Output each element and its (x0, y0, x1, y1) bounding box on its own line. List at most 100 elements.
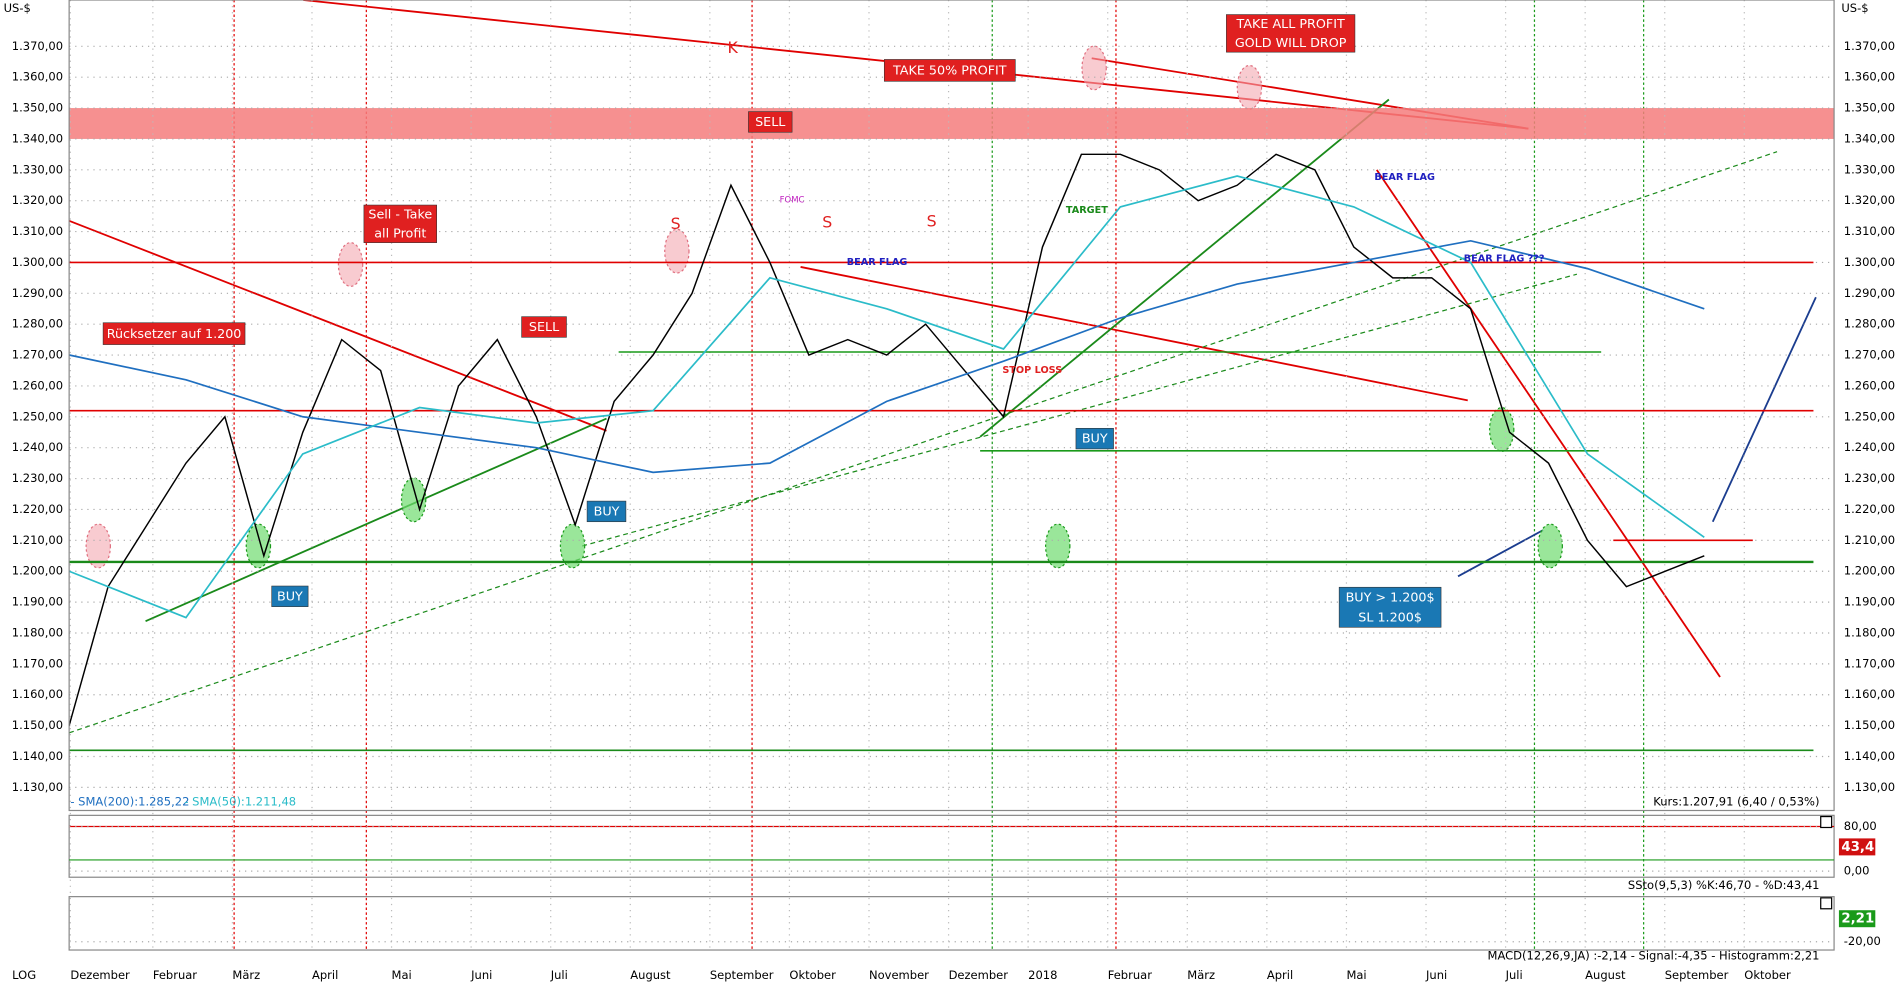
y-tick-label: 1.360,00 (1844, 70, 1895, 84)
annotation-box (521, 316, 567, 338)
highlight (664, 228, 690, 274)
y-tick-label: 1.230,00 (1844, 471, 1895, 485)
y-tick-label-left: 1.370,00 (12, 39, 63, 53)
y-tick-label: 1.210,00 (1844, 533, 1895, 547)
y-tick-label: 1.260,00 (1844, 378, 1895, 392)
annotation-text: BEAR FLAG ??? (1464, 253, 1545, 264)
x-tick-label: Juli (550, 968, 568, 982)
annotation-text: BUY > 1.200$ (1346, 590, 1435, 605)
y-tick-label: 1.340,00 (1844, 131, 1895, 145)
arrow (1457, 529, 1544, 578)
scale-label: LOG (12, 968, 36, 982)
x-tick-label: Februar (1108, 968, 1152, 982)
x-tick-label: Mai (392, 968, 412, 982)
x-tick-label: Dezember (70, 968, 130, 982)
stochastic-frame (68, 814, 1835, 878)
x-tick-label: Mai (1346, 968, 1366, 982)
annotation-text: TAKE 50% PROFIT (892, 63, 1007, 78)
main-frame (68, 0, 1835, 812)
x-tick-label: April (312, 968, 338, 982)
y-tick-label-left: 1.310,00 (12, 224, 63, 238)
stochastic-label: SSto(9,5,3) %K:46,70 - %D:43,41 (1628, 878, 1820, 892)
annotation-text: BUY (277, 589, 303, 604)
x-tick-label: Oktober (789, 968, 836, 982)
close-button[interactable] (1820, 815, 1833, 829)
highlight (1537, 523, 1563, 569)
y-tick-label-left: 1.140,00 (12, 749, 63, 763)
annotation-box (102, 322, 246, 345)
annotation-text: S (671, 214, 681, 233)
y-tick-label-left: 1.260,00 (12, 378, 63, 392)
trend-line (68, 219, 607, 432)
trend-line (68, 151, 1778, 734)
annotation-text: Rücksetzer auf 1.200 (107, 327, 242, 342)
y-tick-label: 1.270,00 (1844, 348, 1895, 362)
y-tick-label: 1.330,00 (1844, 162, 1895, 176)
y-tick-label-left: 1.180,00 (12, 625, 63, 639)
annotation-text: SELL (755, 115, 786, 130)
y-tick-label: 1.280,00 (1844, 317, 1895, 331)
annotation-box (1226, 14, 1356, 53)
y-tick-label-left: 1.150,00 (12, 718, 63, 732)
highlight (85, 523, 111, 569)
y-tick-label: 1.180,00 (1844, 625, 1895, 639)
x-tick-label: März (1187, 968, 1215, 982)
y-tick-label: 1.320,00 (1844, 193, 1895, 207)
unit-label: US-$ (4, 1, 31, 15)
y-tick-label-left: 1.190,00 (12, 595, 63, 609)
annotation-text: STOP LOSS (1002, 365, 1062, 376)
highlight (1081, 45, 1107, 91)
y-tick-label: -20,00 (1844, 934, 1881, 948)
y-tick-label-left: 1.290,00 (12, 286, 63, 300)
x-tick-label: November (869, 968, 929, 982)
trend-line (582, 273, 1578, 547)
y-tick-label-left: 1.200,00 (12, 564, 63, 578)
y-tick-label: 1.200,00 (1844, 564, 1895, 578)
annotation-text: BUY (594, 505, 620, 520)
annotation-text: Sell - Take (368, 208, 432, 223)
annotation-box (1338, 586, 1442, 628)
y-tick-label: 1.170,00 (1844, 656, 1895, 670)
annotation-text: TAKE ALL PROFIT (1236, 17, 1345, 32)
annotation-text: TARGET (1066, 205, 1108, 216)
y-tick-label-left: 1.320,00 (12, 193, 63, 207)
y-tick-label: 1.220,00 (1844, 502, 1895, 516)
y-tick-label-left: 1.280,00 (12, 317, 63, 331)
annotation-box (883, 59, 1016, 82)
close-button[interactable] (1820, 897, 1833, 910)
x-tick-label: September (1665, 968, 1729, 982)
price-line (68, 153, 1705, 726)
unit-label: US-$ (1841, 1, 1868, 15)
y-tick-label-left: 1.360,00 (12, 70, 63, 84)
x-tick-label: Juni (1425, 968, 1447, 982)
trend-line (979, 98, 1390, 438)
y-tick-label: 1.140,00 (1844, 749, 1895, 763)
y-tick-label-left: 1.160,00 (12, 687, 63, 701)
annotation-text: SELL (529, 320, 560, 335)
forecast-arrow (1711, 296, 1817, 523)
x-tick-label: Dezember (949, 968, 1009, 982)
x-tick-label: Februar (153, 968, 197, 982)
y-tick-label: 1.250,00 (1844, 409, 1895, 423)
price-label: Kurs:1.207,91 (6,40 / 0,53%) (1653, 795, 1819, 809)
y-tick-label: 1.310,00 (1844, 224, 1895, 238)
x-tick-label: April (1267, 968, 1293, 982)
x-tick-label: Juni (470, 968, 492, 982)
last-value-badge (1838, 910, 1876, 928)
y-tick-label-left: 1.170,00 (12, 656, 63, 670)
trend-line (800, 266, 1468, 402)
y-tick-label: 1.160,00 (1844, 687, 1895, 701)
annotation-text: GOLD WILL DROP (1235, 36, 1347, 51)
annotation-box (748, 111, 793, 133)
y-tick-label-left: 1.230,00 (12, 471, 63, 485)
highlight (245, 523, 272, 569)
y-tick-label-left: 1.240,00 (12, 440, 63, 454)
y-tick-label: 1.300,00 (1844, 255, 1895, 269)
y-tick-label: 1.290,00 (1844, 286, 1895, 300)
annotation-text: FOMC (780, 196, 805, 206)
y-tick-label-left: 1.330,00 (12, 162, 63, 176)
x-tick-label: September (710, 968, 774, 982)
y-tick-label-left: 1.350,00 (12, 101, 63, 115)
